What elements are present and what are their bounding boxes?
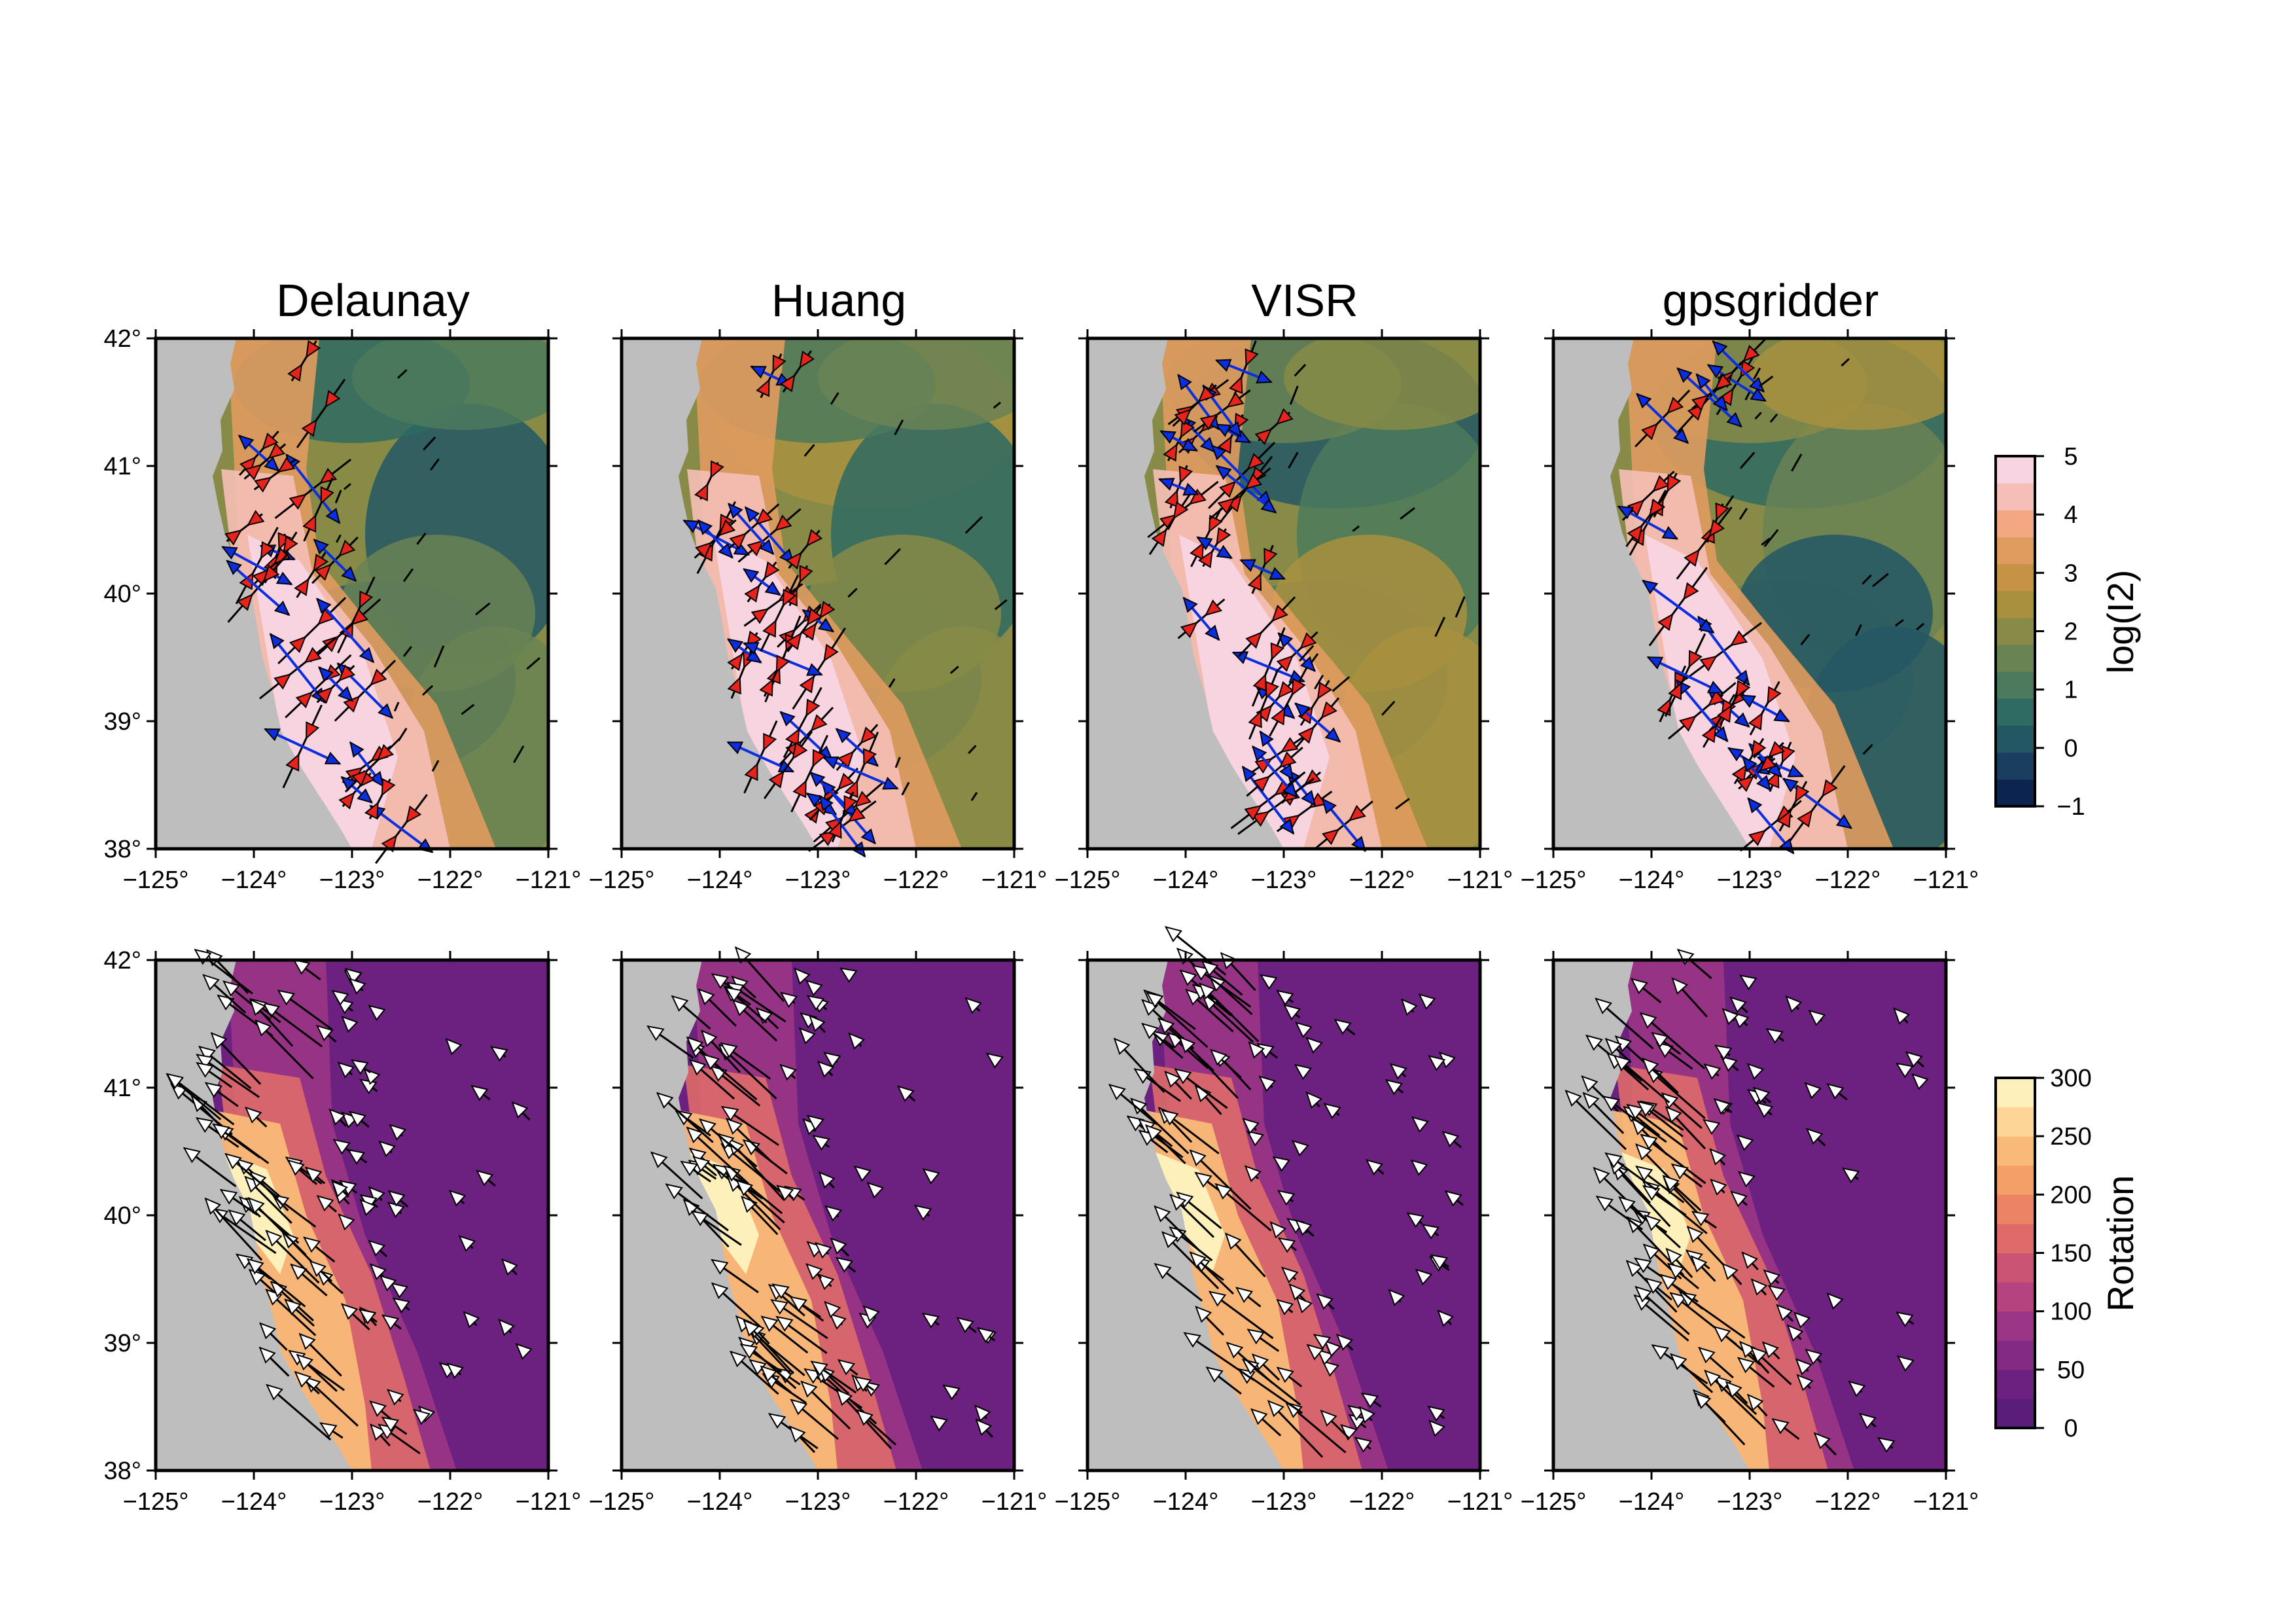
x-tick-label: −124° [687, 866, 753, 894]
x-tick-label: −125° [1055, 866, 1121, 894]
x-tick-label: −123° [1717, 1488, 1783, 1516]
x-tick-label: −124° [221, 1488, 287, 1516]
x-tick-label: −121° [1447, 1488, 1513, 1516]
colorbar-tick-label: 100 [2050, 1298, 2091, 1326]
x-tick-label: −125° [589, 1488, 655, 1516]
x-tick-label: −123° [1251, 1488, 1317, 1516]
y-tick-label: 39° [104, 1330, 141, 1357]
y-tick-label: 42° [104, 947, 141, 974]
x-tick-label: −122° [417, 866, 484, 894]
y-tick-label: 39° [104, 708, 141, 736]
colorbar-tick-label: −1 [2057, 793, 2085, 821]
x-tick-label: −125° [123, 866, 189, 894]
y-tick-label: 40° [104, 1202, 141, 1230]
colorbar-tick-label: 50 [2057, 1357, 2085, 1384]
x-tick-label: −122° [883, 866, 949, 894]
x-tick-label: −124° [687, 1488, 753, 1516]
x-tick-label: −123° [319, 1488, 385, 1516]
x-tick-label: −125° [123, 1488, 189, 1516]
x-tick-label: −125° [589, 866, 655, 894]
x-tick-label: −124° [221, 866, 287, 894]
rotation-map-huang: −125° −124° −123° −122° −121° [589, 946, 1048, 1516]
colorbar-tick-label: 200 [2050, 1181, 2091, 1209]
x-tick-label: −124° [1153, 866, 1219, 894]
colorbar-tick-label: 4 [2064, 501, 2077, 529]
strain-map-visr: −125° −124° −123° −122° −121° [1055, 329, 1513, 894]
colorbar-tick-label: 250 [2050, 1123, 2091, 1150]
y-tick-label: 41° [104, 453, 141, 480]
colorbar-tick-label: 1 [2064, 677, 2077, 704]
y-tick-label: 42° [104, 325, 141, 353]
x-tick-label: −121° [516, 1488, 582, 1516]
x-tick-label: −122° [883, 1488, 949, 1516]
y-tick-label: 38° [104, 1457, 141, 1485]
x-tick-label: −121° [981, 866, 1048, 894]
x-tick-label: −123° [1251, 866, 1317, 894]
strain-map-delaunay: −125° −124° −123° −122° −121° 38° 39° 40° 41° 42° [104, 325, 582, 894]
colorbar-strain-label: log(I2) [2100, 570, 2141, 674]
x-tick-label: −121° [1913, 1488, 1979, 1516]
x-tick-label: −121° [1447, 866, 1513, 894]
x-tick-label: −123° [785, 1488, 851, 1516]
y-tick-label: 41° [104, 1075, 141, 1102]
colorbar-tick-label: 0 [2064, 735, 2077, 762]
rotation-map-gpsgridder: −125° −124° −123° −122° −121° [1521, 948, 1979, 1516]
strain-map-huang: −125° −124° −123° −122° −121° [589, 329, 1048, 894]
panel-title-delaunay: Delaunay [276, 275, 470, 326]
strain-map-gpsgridder: −125° −124° −123° −122° −121° [1521, 329, 1979, 894]
x-tick-label: −122° [1349, 866, 1415, 894]
x-tick-label: −124° [1619, 866, 1685, 894]
panel-title-huang: Huang [771, 275, 906, 326]
colorbar-tick-label: 2 [2064, 618, 2077, 646]
panel-title-gpsgridder: gpsgridder [1663, 275, 1879, 326]
x-tick-label: −123° [785, 866, 851, 894]
rotation-map-delaunay: −125° −124° −123° −122° −121° 38° 39° 40° 41° 42° [104, 947, 582, 1516]
colorbar-tick-label: 0 [2064, 1415, 2077, 1442]
map-panels: −125° −124° −123° −122° −121° 38° 39° 40° 41° 42°… [104, 325, 1979, 1516]
colorbar-tick-label: 300 [2050, 1065, 2091, 1092]
x-tick-label: −122° [417, 1488, 484, 1516]
colorbar-strain: 5 4 3 2 1 0 −1 [1994, 443, 2085, 821]
colorbar-tick-label: 150 [2050, 1240, 2091, 1268]
x-tick-label: −123° [319, 866, 385, 894]
colorbar-rotation: 300 250 200 150 100 50 0 [1994, 1065, 2092, 1442]
x-tick-label: −125° [1521, 1488, 1587, 1516]
x-tick-label: −125° [1521, 866, 1587, 894]
x-tick-label: −122° [1815, 866, 1881, 894]
x-tick-label: −123° [1717, 866, 1783, 894]
panel-title-visr: VISR [1251, 275, 1358, 326]
x-tick-label: −122° [1349, 1488, 1415, 1516]
x-tick-label: −122° [1815, 1488, 1881, 1516]
x-tick-label: −124° [1619, 1488, 1685, 1516]
x-tick-label: −124° [1153, 1488, 1219, 1516]
colorbar-tick-label: 5 [2064, 443, 2077, 471]
x-tick-label: −125° [1055, 1488, 1121, 1516]
colorbar-tick-label: 3 [2064, 560, 2077, 587]
y-tick-label: 38° [104, 836, 141, 863]
y-tick-label: 40° [104, 580, 141, 608]
x-tick-label: −121° [1913, 866, 1979, 894]
x-tick-label: −121° [516, 866, 582, 894]
x-tick-label: −121° [981, 1488, 1048, 1516]
colorbar-rotation-label: Rotation [2100, 1175, 2141, 1312]
rotation-map-visr: −125° −124° −123° −122° −121° [1055, 926, 1513, 1516]
